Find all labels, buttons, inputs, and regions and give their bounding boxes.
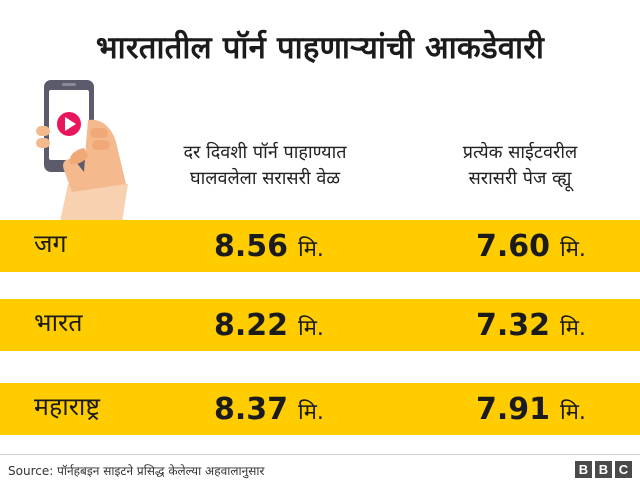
bbc-logo: B B C — [575, 461, 632, 478]
table-row-world: जग 8.56 मि. 7.60 मि. — [0, 220, 640, 272]
row-label: जग — [34, 229, 67, 258]
column-header-time: दर दिवशी पॉर्न पाहाण्यात घालवलेला सरासरी… — [140, 140, 390, 192]
bbc-logo-letter: B — [575, 461, 592, 478]
time-value-cell: 8.56 मि. — [214, 220, 324, 272]
column-header-pageviews: प्रत्येक साईटवरील सरासरी पेज व्ह्यू — [400, 140, 640, 192]
page-title: भारतातील पॉर्न पाहणाऱ्यांची आकडेवारी — [95, 30, 545, 66]
footer-divider — [0, 454, 640, 455]
bbc-logo-letter: C — [615, 461, 632, 478]
column-header-time-line-1: दर दिवशी पॉर्न पाहाण्यात — [183, 142, 347, 163]
table-row-maharashtra: महाराष्ट्र 8.37 मि. 7.91 मि. — [0, 383, 640, 435]
time-value: 8.56 — [214, 229, 289, 264]
row-label: भारत — [34, 308, 83, 337]
pageviews-value-cell: 7.32 मि. — [476, 299, 586, 351]
pageviews-value-cell: 7.60 मि. — [476, 220, 586, 272]
bbc-logo-letter: B — [595, 461, 612, 478]
phone-in-hand-play-icon — [36, 80, 128, 222]
unit-label: मि. — [298, 237, 324, 262]
column-header-time-line-2: घालवलेला सरासरी वेळ — [189, 168, 341, 189]
column-header-pageviews-line-1: प्रत्येक साईटवरील — [462, 142, 578, 163]
unit-label: मि. — [560, 316, 586, 341]
time-value-cell: 8.37 मि. — [214, 383, 324, 435]
pageviews-value: 7.32 — [476, 308, 551, 343]
time-value-cell: 8.22 मि. — [214, 299, 324, 351]
unit-label: मि. — [560, 400, 586, 425]
pageviews-value: 7.60 — [476, 229, 551, 264]
pageviews-value-cell: 7.91 मि. — [476, 383, 586, 435]
unit-label: मि. — [298, 400, 324, 425]
source-note: Source: पॉर्नहबइन साइटने प्रसिद्ध केलेल्… — [8, 464, 265, 478]
table-row-india: भारत 8.22 मि. 7.32 मि. — [0, 299, 640, 351]
row-label: महाराष्ट्र — [34, 392, 101, 421]
column-header-pageviews-line-2: सरासरी पेज व्ह्यू — [468, 168, 572, 189]
unit-label: मि. — [560, 237, 586, 262]
time-value: 8.37 — [214, 392, 289, 427]
pageviews-value: 7.91 — [476, 392, 551, 427]
time-value: 8.22 — [214, 308, 289, 343]
unit-label: मि. — [298, 316, 324, 341]
